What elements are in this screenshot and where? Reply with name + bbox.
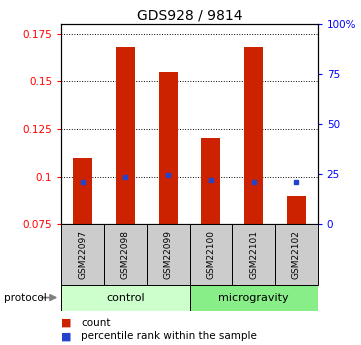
Bar bbox=[190, 224, 232, 285]
Text: GSM22099: GSM22099 bbox=[164, 230, 173, 279]
Text: GSM22098: GSM22098 bbox=[121, 230, 130, 279]
Text: count: count bbox=[81, 318, 111, 327]
Bar bbox=[190, 285, 318, 310]
Text: GSM22100: GSM22100 bbox=[206, 230, 216, 279]
Text: percentile rank within the sample: percentile rank within the sample bbox=[81, 332, 257, 341]
Bar bbox=[147, 224, 190, 285]
Text: GSM22102: GSM22102 bbox=[292, 230, 301, 279]
Bar bbox=[275, 224, 318, 285]
Text: GSM22097: GSM22097 bbox=[78, 230, 87, 279]
Bar bbox=[232, 224, 275, 285]
Text: ■: ■ bbox=[61, 318, 72, 327]
Bar bbox=[201, 138, 221, 224]
Bar bbox=[61, 285, 190, 310]
Bar bbox=[116, 47, 135, 224]
Bar bbox=[104, 224, 147, 285]
Bar bbox=[61, 224, 104, 285]
Text: control: control bbox=[106, 293, 145, 303]
Bar bbox=[244, 47, 263, 224]
Text: protocol: protocol bbox=[4, 293, 46, 303]
Bar bbox=[73, 158, 92, 224]
Text: GSM22101: GSM22101 bbox=[249, 230, 258, 279]
Text: microgravity: microgravity bbox=[218, 293, 289, 303]
Title: GDS928 / 9814: GDS928 / 9814 bbox=[137, 9, 242, 23]
Text: ■: ■ bbox=[61, 332, 72, 341]
Bar bbox=[158, 72, 178, 224]
Bar bbox=[287, 196, 306, 224]
